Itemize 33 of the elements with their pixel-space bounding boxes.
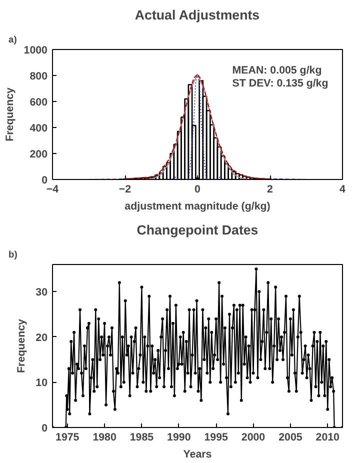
annotation: ST DEV: 0.135 g/kg	[232, 77, 328, 90]
x-tick-label: 2010	[316, 432, 340, 444]
x-tick-label: 2005	[278, 432, 302, 444]
y-tick-label: 200	[30, 148, 48, 160]
y-tick-label: 800	[30, 70, 48, 82]
y-tick-label: 30	[36, 286, 48, 299]
x-tick-label: 1980	[92, 432, 116, 444]
y-tick-label: 10	[36, 377, 48, 390]
x-tick-label: 1975	[56, 432, 80, 444]
x-tick-label: 2	[267, 184, 274, 196]
x-tick-label: −4	[46, 184, 59, 196]
x-tick-label: 2000	[241, 432, 266, 444]
x-tick-label: 1990	[167, 432, 191, 444]
y-axis-title: Frequency	[4, 87, 16, 142]
chart-title: Actual Adjustments	[134, 8, 260, 22]
x-tick-label: 1995	[204, 432, 228, 444]
x-tick-label: 0	[194, 184, 201, 196]
x-axis-title: adjustment magnitude (g/kg)	[124, 200, 271, 212]
x-tick-label: −2	[118, 184, 132, 196]
y-axis-title: Frequency	[16, 318, 28, 373]
y-tick-label: 600	[30, 96, 48, 108]
text: a)	[8, 34, 17, 44]
y-tick-label: 0	[42, 174, 48, 186]
chart-title: Changepoint Dates	[136, 222, 258, 238]
y-tick-label: 20	[36, 332, 48, 344]
x-tick-label: 4	[340, 184, 346, 196]
annotation: MEAN: 0.005 g/kg	[232, 64, 322, 76]
y-tick-label: 0	[42, 422, 48, 434]
text: b)	[8, 250, 18, 260]
y-tick-label: 1000	[24, 44, 48, 56]
y-tick-label: 400	[30, 122, 48, 134]
x-tick-label: 1985	[130, 432, 154, 444]
x-axis-title: Years	[183, 448, 212, 460]
